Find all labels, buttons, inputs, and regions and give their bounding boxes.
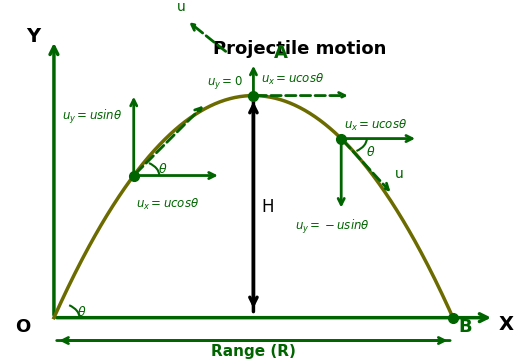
Text: $u_y = usin\theta$: $u_y = usin\theta$ (62, 108, 122, 126)
Text: $u_x = ucos\theta$: $u_x = ucos\theta$ (344, 118, 407, 133)
Text: A: A (274, 44, 288, 62)
Text: $u_y = -usin\theta$: $u_y = -usin\theta$ (295, 218, 370, 236)
Text: $u_x = ucos\theta$: $u_x = ucos\theta$ (136, 197, 200, 212)
Text: $\theta$: $\theta$ (158, 162, 167, 176)
Text: u: u (395, 168, 404, 181)
Text: B: B (458, 319, 472, 336)
Text: H: H (261, 198, 274, 216)
Text: $u_y = 0$: $u_y = 0$ (207, 74, 243, 91)
Text: O: O (16, 319, 31, 336)
Text: $\theta$: $\theta$ (366, 145, 375, 159)
Text: Range (R): Range (R) (211, 345, 296, 359)
Text: Projectile motion: Projectile motion (213, 40, 386, 58)
Text: $\theta$: $\theta$ (77, 305, 86, 319)
Text: Y: Y (27, 27, 41, 46)
Text: X: X (499, 315, 514, 334)
Text: $u_x = ucos\theta$: $u_x = ucos\theta$ (261, 72, 324, 87)
Text: u: u (177, 0, 186, 14)
